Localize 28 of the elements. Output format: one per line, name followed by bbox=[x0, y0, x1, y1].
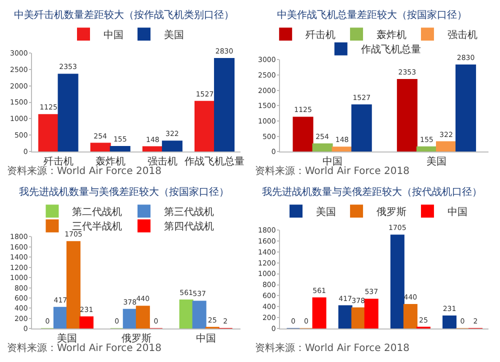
x-tick-label: 中国 bbox=[196, 332, 216, 345]
chart-title: 我先进战机数量与美俄差距较大（按代战机口径） bbox=[262, 186, 482, 198]
x-tick-label: 轰炸机 bbox=[95, 156, 126, 168]
text: 资料来源：World Air Force 2018 bbox=[255, 165, 410, 177]
x-tick-label: 中国 bbox=[322, 156, 342, 168]
legend-label: 歼击机 bbox=[306, 29, 336, 42]
x-tick-label: 作战飞机总量 bbox=[184, 156, 245, 168]
legend-label: 第三代战机 bbox=[164, 206, 214, 218]
legend-label: 作战飞机总量 bbox=[360, 44, 421, 56]
text: 资料来源：World Air Force 2018 bbox=[255, 342, 410, 354]
chart-title: 我先进战机数量与美俄差距较大（按国家口径） bbox=[19, 186, 229, 198]
legend-label: 强击机 bbox=[447, 29, 478, 42]
text: 资料来源：World Air Force 2018 bbox=[7, 165, 162, 177]
legend-label: 中国 bbox=[103, 29, 124, 42]
legend-label: 中国 bbox=[447, 206, 468, 218]
text: 资料来源：World Air Force 2018 bbox=[7, 342, 162, 354]
x-tick-label: 俄罗斯 bbox=[121, 332, 152, 345]
legend-label: 美国 bbox=[164, 29, 184, 42]
x-tick-label: 美国 bbox=[56, 332, 77, 345]
legend-label: 俄罗斯 bbox=[376, 206, 407, 218]
legend-label: 第四代战机 bbox=[164, 220, 214, 233]
legend-label: 第二代战机 bbox=[72, 206, 122, 218]
chart-title: 中美歼击机数量差距较大（按作战飞机类别口径） bbox=[14, 9, 234, 21]
chart-title: 中美作战飞机总量差距较大（按国家口径） bbox=[277, 9, 467, 21]
x-tick-label: 美国 bbox=[426, 156, 446, 168]
x-tick-label: 强击机 bbox=[147, 156, 178, 168]
legend-label: 美国 bbox=[316, 206, 336, 218]
legend-label: 轰炸机 bbox=[376, 29, 407, 42]
